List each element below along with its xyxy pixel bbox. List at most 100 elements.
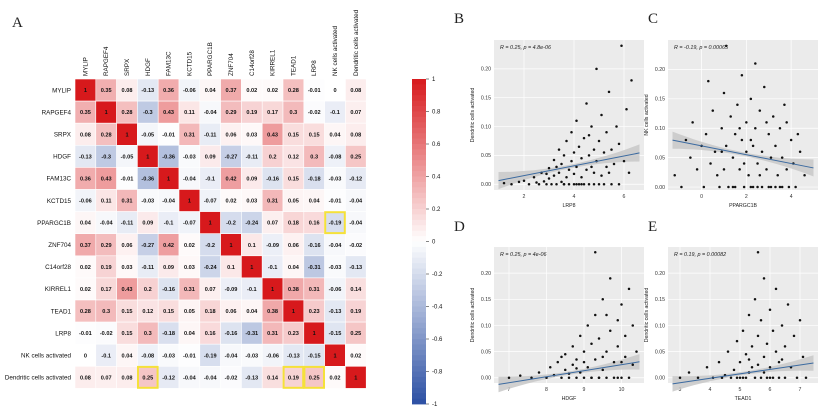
heatmap-cell-value: 1 (105, 110, 108, 116)
data-point (602, 151, 606, 154)
heatmap-cell-value: 0.08 (350, 132, 361, 138)
data-point (724, 144, 728, 148)
data-point (609, 277, 612, 280)
colorbar-tick-label: 1 (432, 77, 436, 83)
data-point (610, 182, 613, 186)
heatmap-cell-value: -0.1 (205, 176, 215, 182)
data-point (594, 250, 597, 254)
x-axis-label: TEAD1 (735, 396, 752, 402)
data-point (780, 185, 784, 189)
heatmap-cell-value: 0.11 (101, 199, 112, 205)
heatmap-cell-value: 0.25 (350, 154, 361, 160)
data-point (751, 144, 755, 148)
heatmap-cell-value: 0.14 (267, 375, 279, 381)
data-point (786, 303, 790, 306)
data-point (601, 355, 604, 359)
data-point (565, 139, 568, 143)
heatmap-cell-value: 0.19 (288, 375, 299, 381)
data-point (753, 376, 757, 380)
heatmap-cell-value: -0.06 (329, 287, 342, 293)
y-tick-label: 0.20 (481, 67, 491, 73)
data-point (702, 185, 706, 189)
data-point (801, 355, 805, 359)
heatmap-cell-value: -0.07 (183, 221, 196, 227)
colorbar-segment (412, 328, 426, 334)
colorbar-segment (412, 133, 426, 139)
colorbar-tick-label: -0.8 (432, 370, 443, 376)
colorbar-segment (412, 176, 426, 183)
heatmap-cell-value: -0.03 (245, 353, 258, 359)
heatmap-cell-value: -0.02 (100, 331, 113, 337)
heatmap-row-label: FAM13C (47, 176, 72, 183)
colorbar-segment (412, 349, 426, 356)
data-point (597, 337, 601, 340)
data-point (597, 376, 601, 380)
heatmap-row-label: NK cells activated (21, 352, 72, 359)
data-point (785, 168, 788, 171)
heatmap-cell-value: -0.27 (141, 243, 154, 249)
data-point (552, 174, 556, 177)
heatmap-cell-value: 0.06 (122, 243, 133, 249)
colorbar-segment (412, 192, 426, 199)
colorbar-segment (412, 398, 426, 405)
data-point (751, 185, 755, 189)
heatmap-cell-value: 1 (313, 331, 316, 337)
heatmap-cell-value: 0.36 (163, 88, 174, 94)
colorbar-segment (412, 371, 426, 378)
heatmap-col-label: NK cells activated (332, 25, 339, 76)
heatmap-cell-value: -0.09 (225, 287, 238, 293)
heatmap-cell-value: 0.02 (246, 88, 257, 94)
data-point (738, 168, 741, 171)
data-point (579, 334, 582, 338)
data-point (592, 148, 596, 151)
y-tick-label: 0.10 (481, 323, 491, 329)
heatmap-cell-value: 0.19 (101, 265, 112, 271)
y-tick-label: 0.00 (655, 185, 665, 191)
colorbar-segment (412, 144, 426, 150)
heatmap-cell-value: -0.2 (205, 243, 215, 249)
data-point (778, 185, 782, 189)
heatmap-cell-value: 0.16 (205, 331, 216, 337)
data-point (735, 339, 739, 343)
data-point (724, 44, 728, 48)
data-point (733, 185, 737, 189)
colorbar-segment (412, 366, 426, 372)
heatmap-highlight-box (303, 365, 325, 389)
data-point (609, 329, 612, 332)
x-tick-label: 2 (745, 194, 748, 200)
colorbar-segment (412, 230, 426, 237)
heatmap-cell-value: 0.04 (309, 199, 321, 205)
heatmap-row-label: ZNF704 (48, 242, 71, 249)
colorbar-segment (412, 214, 426, 221)
data-point (758, 109, 762, 112)
y-tick-label: 0.00 (655, 376, 665, 382)
x-tick-label: 4 (790, 194, 793, 200)
data-point (607, 90, 611, 94)
heatmap-cell-value: 1 (333, 353, 336, 359)
data-point (696, 376, 700, 380)
data-point (776, 174, 779, 177)
heatmap-cell-value: -0.07 (204, 199, 217, 205)
data-point (727, 185, 730, 189)
data-point (718, 185, 721, 189)
heatmap-cell-value: 0.35 (101, 88, 112, 94)
data-point (547, 166, 551, 170)
data-point (564, 368, 567, 372)
heatmap-cell-value: 0.19 (350, 309, 361, 315)
data-point (580, 157, 583, 160)
data-point (587, 182, 591, 186)
heatmap-cell-value: 0.25 (309, 375, 320, 381)
plot-background (668, 247, 818, 383)
heatmap-cell-value: -0.3 (143, 110, 153, 116)
heatmap-cell-value: -0.01 (183, 353, 196, 359)
data-point (622, 159, 626, 163)
data-point (577, 182, 581, 186)
colorbar-tick-label: 0.2 (432, 207, 441, 213)
colorbar-segment (412, 111, 426, 118)
heatmap-cell-value: -0.11 (246, 154, 258, 160)
data-point (594, 358, 597, 361)
heatmap-cell-value: 0.36 (80, 176, 91, 182)
heatmap-cell-value: 0.06 (226, 309, 237, 315)
heatmap-cell-value: 0.04 (122, 353, 134, 359)
y-axis-label: Dendritic cells activated (470, 88, 476, 143)
